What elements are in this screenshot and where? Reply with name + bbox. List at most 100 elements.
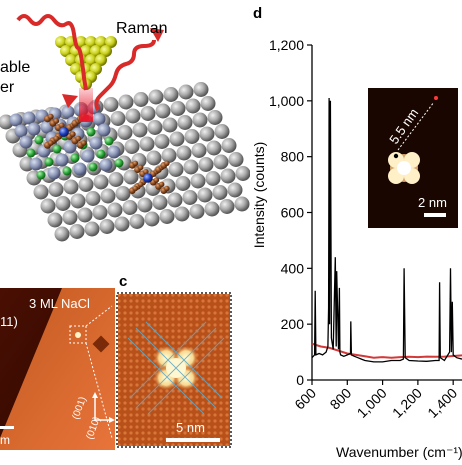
chlorine-atom bbox=[70, 153, 80, 163]
inset-stm-image: 5.5 nm 2 nm bbox=[368, 88, 458, 228]
sodium-atom bbox=[89, 136, 103, 150]
substrate-atom bbox=[140, 106, 156, 121]
substrate-atom bbox=[63, 179, 79, 195]
sodium-atom bbox=[27, 122, 41, 136]
sodium-atom bbox=[73, 162, 87, 176]
tip-atom bbox=[90, 45, 102, 57]
substrate-atom bbox=[204, 201, 220, 217]
y-tick-label: 1,200 bbox=[269, 37, 304, 53]
substrate-atom bbox=[169, 131, 185, 147]
label-3ml-nacl: 3 ML NaCl bbox=[29, 296, 90, 311]
substrate-atom bbox=[227, 182, 243, 198]
panel-a-schematic: Raman able er bbox=[0, 14, 250, 242]
x-tick-label: 1,200 bbox=[389, 385, 425, 421]
substrate-atom bbox=[162, 117, 178, 133]
sodium-atom bbox=[61, 105, 75, 119]
sodium-atom bbox=[19, 135, 33, 149]
raman-scattered-arrow-icon bbox=[94, 39, 156, 111]
tip-atom bbox=[85, 54, 97, 66]
molecule-arm-atom bbox=[58, 122, 65, 129]
substrate-atom bbox=[199, 126, 215, 142]
scale-bar bbox=[166, 438, 220, 442]
tip-atom bbox=[65, 54, 77, 66]
substrate-atom bbox=[93, 174, 109, 190]
molecule-spot bbox=[75, 332, 81, 338]
sodium-atom bbox=[81, 149, 95, 163]
molecule-arm-atom bbox=[153, 177, 160, 183]
substrate-atom bbox=[159, 209, 175, 224]
substrate-atom bbox=[161, 148, 177, 163]
inset-scale-label: 2 nm bbox=[418, 195, 447, 210]
substrate-atom bbox=[118, 94, 134, 110]
substrate-atom bbox=[221, 138, 237, 153]
sodium-atom bbox=[47, 166, 61, 180]
substrate-atom bbox=[100, 188, 116, 204]
raman-arrowhead-icon bbox=[150, 28, 164, 42]
substrate-atom bbox=[163, 87, 179, 102]
substrate-atom bbox=[155, 103, 171, 119]
substrate-atom bbox=[139, 136, 155, 152]
substrate-atom-lattice bbox=[0, 82, 250, 242]
tip-atom bbox=[105, 36, 117, 48]
substrate-atom bbox=[220, 168, 236, 184]
substrate-atom bbox=[198, 157, 214, 172]
substrate-atom bbox=[205, 171, 221, 186]
molecule-arm-atom bbox=[53, 135, 60, 142]
substrate-atom bbox=[174, 206, 190, 222]
substrate-atom bbox=[85, 191, 101, 206]
x-tick-label: 1,400 bbox=[424, 385, 460, 421]
y-tick-label: 200 bbox=[281, 316, 305, 332]
molecule-arm-atom bbox=[75, 135, 82, 142]
inset-scale-bar bbox=[424, 213, 446, 217]
sodium-atom bbox=[71, 127, 85, 141]
substrate-atom bbox=[78, 177, 94, 192]
substrate-atom bbox=[146, 150, 162, 166]
substrate-atom bbox=[70, 193, 86, 209]
chlorine-atom bbox=[52, 144, 62, 154]
molecule-arm-atom bbox=[164, 160, 170, 167]
substrate-atom bbox=[129, 214, 145, 229]
substrate-atom bbox=[108, 172, 124, 187]
substrate-atom bbox=[117, 125, 133, 140]
substrate-atom bbox=[170, 101, 186, 116]
tip-atom bbox=[95, 36, 107, 48]
substrate-atom bbox=[133, 92, 149, 107]
substrate-atom bbox=[154, 134, 170, 149]
chlorine-atom bbox=[104, 136, 114, 146]
molecule-group bbox=[43, 113, 170, 194]
laser-text-line2: er bbox=[0, 79, 15, 96]
substrate-atom bbox=[167, 192, 183, 208]
chlorine-atom bbox=[36, 170, 46, 180]
substrate-atom bbox=[219, 199, 235, 214]
substrate-atom bbox=[107, 202, 123, 218]
substrate-atom bbox=[55, 196, 71, 211]
molecule-arm-atom bbox=[137, 164, 144, 171]
substrate-atom bbox=[144, 211, 160, 227]
molecule-arm-atom bbox=[143, 168, 149, 175]
y-tick-label: 400 bbox=[281, 260, 305, 276]
sodium-atom bbox=[14, 124, 28, 138]
molecule-arm-atom bbox=[69, 131, 76, 138]
chlorine-atom bbox=[114, 158, 124, 168]
molecule-arm-atom bbox=[158, 181, 165, 188]
substrate-atom bbox=[115, 186, 131, 201]
x-tick-label: 600 bbox=[291, 385, 319, 413]
molecule-arm-atom bbox=[53, 118, 60, 124]
chlorine-atom bbox=[96, 149, 106, 159]
substrate-atom bbox=[69, 224, 85, 239]
x-axis-label: Wavenumber (cm⁻¹) bbox=[336, 444, 462, 460]
y-tick-label: 600 bbox=[281, 205, 305, 221]
substrate-atom bbox=[177, 115, 193, 130]
substrate-atom bbox=[123, 169, 139, 185]
substrate-atom bbox=[212, 185, 228, 200]
substrate-atom bbox=[137, 197, 153, 213]
panel-c-stm-image: 5 nm bbox=[116, 292, 232, 448]
nacl-island bbox=[0, 288, 115, 450]
series-line bbox=[311, 97, 462, 363]
sodium-atom bbox=[29, 157, 43, 171]
substrate-atom bbox=[178, 84, 194, 100]
substrate-atom bbox=[122, 200, 138, 215]
molecule-center-atom bbox=[143, 173, 153, 183]
substrate-atom bbox=[77, 207, 93, 223]
